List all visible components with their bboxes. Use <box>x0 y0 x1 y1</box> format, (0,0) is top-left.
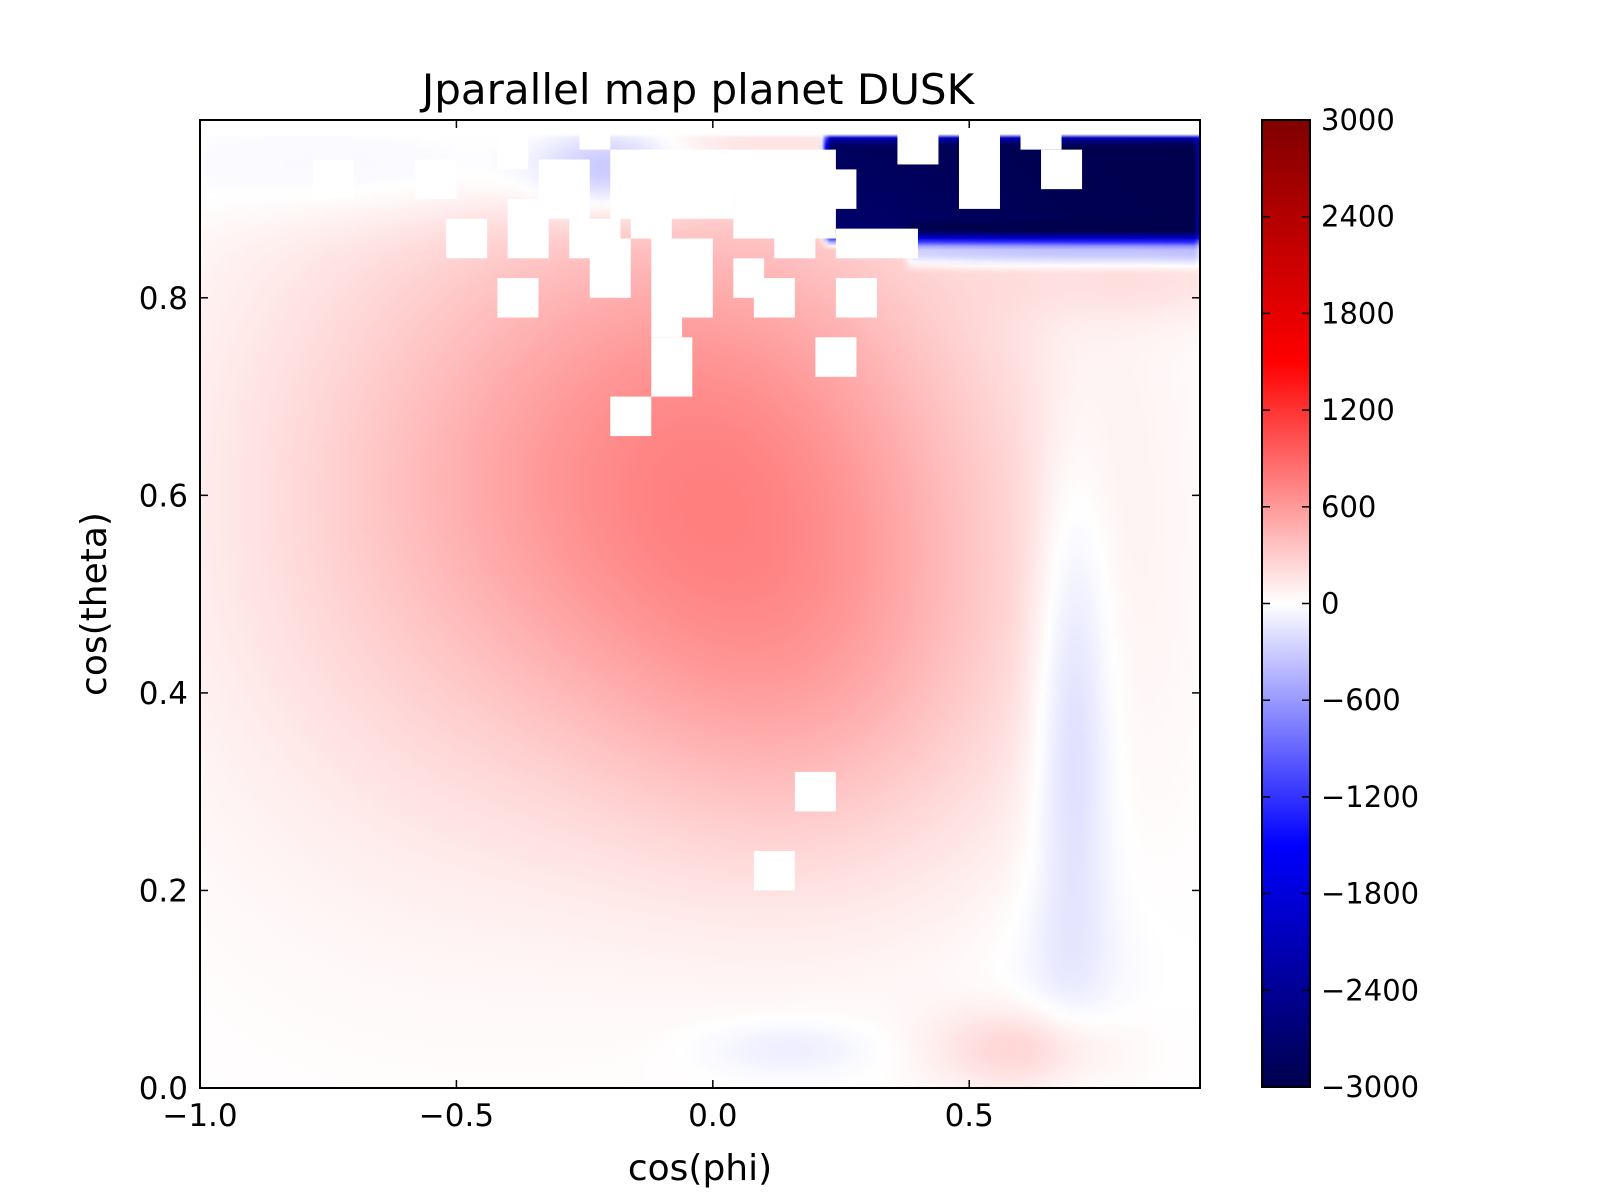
colorbar-tick-label: 1800 <box>1321 296 1395 330</box>
masked-cell <box>569 218 621 259</box>
masked-cell <box>497 129 529 170</box>
masked-cell <box>794 771 836 812</box>
colorbar-tick-label: −1200 <box>1321 780 1419 814</box>
masked-cell <box>497 278 539 318</box>
masked-cell <box>825 169 857 209</box>
x-tick-label: −1.0 <box>162 1098 237 1134</box>
masked-cell <box>579 120 611 150</box>
colorbar-ticks: 3000 2400 1800 1200 600 0 −600 −1200 −1800 −2400 −… <box>1262 103 1419 1104</box>
colorbar-tick-label: −3000 <box>1321 1070 1419 1104</box>
masked-cell <box>415 159 457 200</box>
colorbar-tick-label: 1200 <box>1321 393 1395 427</box>
y-tick-label: 0.0 <box>139 1071 188 1107</box>
masked-cell <box>733 149 836 239</box>
masked-cell <box>312 159 354 200</box>
y-axis: 0.0 0.2 0.4 0.6 0.8 <box>139 281 1200 1107</box>
masked-cell <box>671 238 713 318</box>
x-tick-label: −0.5 <box>419 1098 494 1134</box>
masked-cell <box>1020 120 1062 150</box>
colorbar-tick-label: −2400 <box>1321 973 1419 1007</box>
masked-cell <box>538 159 590 219</box>
x-axis: −1.0 −0.5 0.0 0.5 <box>162 120 994 1134</box>
x-tick-label: 0.0 <box>688 1098 737 1134</box>
masked-cells <box>312 120 1083 891</box>
y-tick-label: 0.2 <box>139 873 188 909</box>
colorbar-tick-label: −1800 <box>1321 877 1419 911</box>
masked-cell <box>446 218 488 259</box>
plot-frame <box>199 119 1201 1089</box>
masked-cell <box>753 278 795 318</box>
x-axis-label: cos(phi) <box>628 1148 772 1189</box>
colorbar-tick-label: 3000 <box>1321 103 1395 137</box>
x-tick-label: 0.5 <box>945 1098 994 1134</box>
masked-cell <box>835 228 918 259</box>
masked-cell <box>835 278 877 318</box>
y-axis-label: cos(theta) <box>74 512 115 696</box>
masked-cell <box>1041 149 1083 190</box>
masked-cell <box>815 337 857 377</box>
colorbar-tick-label: −600 <box>1321 683 1401 717</box>
y-tick-label: 0.8 <box>139 281 188 317</box>
masked-cell <box>958 124 1000 209</box>
masked-cell <box>610 396 652 437</box>
masked-cell <box>897 124 939 165</box>
masked-cell <box>651 337 693 397</box>
colorbar-tick-label: 0 <box>1321 587 1339 621</box>
masked-cell <box>610 149 734 219</box>
chart-title: Jparallel map planet DUSK <box>419 65 976 114</box>
colorbar-tick-label: 600 <box>1321 490 1376 524</box>
y-tick-label: 0.4 <box>139 676 188 712</box>
y-tick-label: 0.6 <box>139 478 188 514</box>
colorbar-tick-label: 2400 <box>1321 200 1395 234</box>
masked-cell <box>753 850 795 891</box>
